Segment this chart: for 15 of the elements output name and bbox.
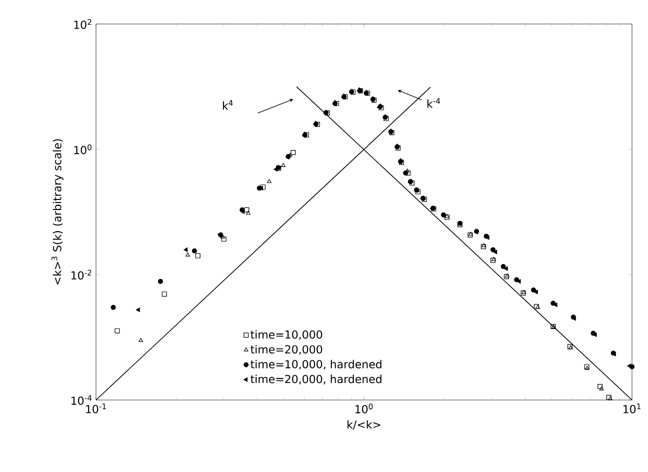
y-tick-label: 10$^{-2}$	[72, 270, 92, 280]
annotation: k$^{-4}$	[427, 98, 440, 108]
legend-label: time=10,000	[250, 330, 322, 340]
x-axis-title: k/<k>	[348, 420, 380, 430]
y-tick-label: 10$^{-4}$	[72, 395, 92, 405]
y-tick-label: 10$^{2}$	[74, 19, 92, 29]
annotation: k$^{4}$	[222, 100, 233, 110]
x-tick-label: 10$^{0}$	[356, 404, 373, 414]
legend-label: time=10,000, hardened	[250, 360, 382, 370]
x-tick-label: 10$^{1}$	[624, 404, 640, 414]
legend-label: time=20,000, hardened	[250, 374, 382, 384]
y-tick-label: 10$^{0}$	[74, 144, 92, 154]
y-axis-title: <k>$^{3}$ S(k) (arbitrary scale)	[52, 139, 64, 285]
x-tick-label: 10$^{-1}$	[86, 404, 106, 414]
legend-label: time=20,000	[250, 345, 322, 355]
